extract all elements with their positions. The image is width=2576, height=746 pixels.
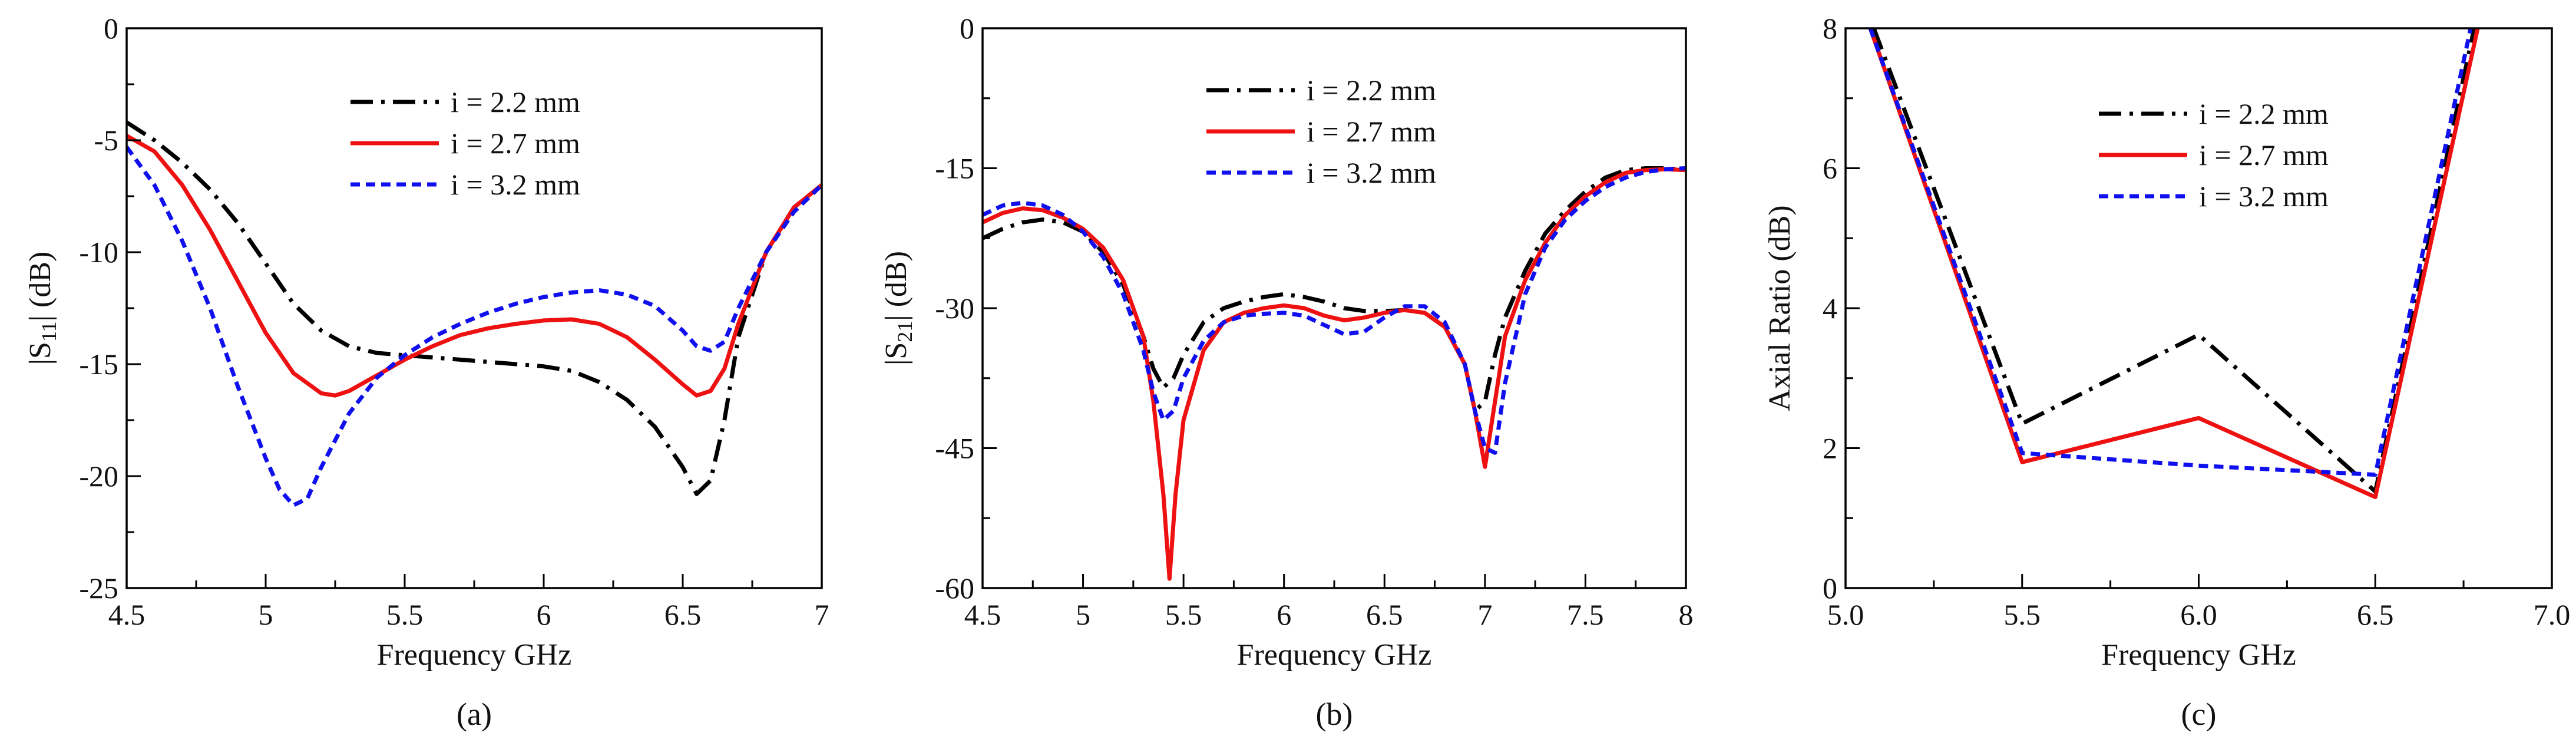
series-line-1 <box>1871 28 2476 494</box>
panel-caption: (b) <box>1316 697 1353 732</box>
y-tick-label: -5 <box>94 124 118 157</box>
y-axis-title: |S11| (dB) <box>24 252 61 365</box>
x-tick-label: 6.0 <box>2180 598 2217 631</box>
series-line-3 <box>983 166 1686 455</box>
y-tick-label: 0 <box>104 12 118 45</box>
y-tick-label: -30 <box>935 292 974 325</box>
y-tick-label: -45 <box>935 432 974 465</box>
legend-label-2: i = 2.7 mm <box>1307 115 1436 148</box>
panel-c: 5.0 5.5 6.0 6.5 7.0 0 2 4 6 8 Frequency GHz Axial R… <box>1763 12 2570 732</box>
x-tick-label: 8 <box>1679 598 1694 631</box>
x-tick-label: 6 <box>1277 598 1291 631</box>
y-tick-label: 2 <box>1823 432 1837 465</box>
y-axis-title-tail: | (dB) <box>879 251 913 321</box>
y-tick-label: 4 <box>1823 292 1837 325</box>
y-tick-label: -15 <box>935 152 974 185</box>
x-tick-label: 5.5 <box>2004 598 2041 631</box>
y-axis-title-subscript: 21 <box>893 321 917 342</box>
legend-label-3: i = 3.2 mm <box>2199 180 2329 213</box>
legend: i = 2.2 mm i = 2.7 mm i = 3.2 mm <box>350 85 580 201</box>
y-tick-label: 6 <box>1823 152 1837 185</box>
y-axis-title: Axial Ratio (dB) <box>1763 205 1797 411</box>
legend-label-2: i = 2.7 mm <box>2199 138 2329 171</box>
x-tick-label: 5.5 <box>1165 598 1202 631</box>
y-tick-label: -15 <box>79 348 118 381</box>
legend-label-1: i = 2.2 mm <box>451 85 580 118</box>
panel-caption: (a) <box>457 697 492 732</box>
x-tick-label: 4.5 <box>964 598 1001 631</box>
x-tick-label: 7.5 <box>1567 598 1604 631</box>
series-line-1 <box>983 166 1686 413</box>
legend: i = 2.2 mm i = 2.7 mm i = 3.2 mm <box>2099 97 2329 213</box>
x-axis-title: Frequency GHz <box>2101 638 2296 672</box>
y-axis-title-base: |S <box>24 342 57 365</box>
x-tick-label: 4.5 <box>108 598 146 631</box>
legend-label-1: i = 2.2 mm <box>1307 74 1436 107</box>
x-tick-label: 5.0 <box>1827 598 1864 631</box>
panel-a: 4.5 5 5.5 6 6.5 7 -25 -20 -15 -10 -5 0 Frequency GHz… <box>24 12 829 732</box>
y-axis-title-tail: | (dB) <box>24 252 57 322</box>
y-tick-label: 8 <box>1823 12 1837 45</box>
x-tick-label: 5 <box>259 598 273 631</box>
series-line-2 <box>127 134 822 398</box>
plot-frame <box>981 27 1687 589</box>
legend: i = 2.2 mm i = 2.7 mm i = 3.2 mm <box>1206 74 1436 189</box>
series-line-2 <box>1868 28 2480 500</box>
legend-label-1: i = 2.2 mm <box>2199 97 2329 130</box>
x-tick-label: 6.5 <box>664 598 702 631</box>
series-line-3 <box>127 146 822 507</box>
x-tick-label: 7 <box>815 598 829 631</box>
y-axis-title-base: |S <box>879 342 913 365</box>
panel-b: 4.5 5 5.5 6 6.5 7 7.5 8 -60 -45 -30 -15 0 Frequency G… <box>879 12 1694 732</box>
panel-caption: (c) <box>2181 697 2217 732</box>
series-line-3 <box>1868 28 2473 477</box>
x-tick-label: 7 <box>1477 598 1492 631</box>
legend-label-2: i = 2.7 mm <box>451 127 580 160</box>
y-tick-label: 0 <box>1823 572 1837 605</box>
series-group <box>1868 28 2480 500</box>
legend-label-3: i = 3.2 mm <box>1307 156 1436 189</box>
y-tick-label: -20 <box>79 460 118 493</box>
series-group <box>127 120 822 507</box>
x-tick-label: 6.5 <box>2357 598 2394 631</box>
y-tick-label: -10 <box>79 236 118 269</box>
legend-label-3: i = 3.2 mm <box>451 168 580 201</box>
x-tick-label: 7.0 <box>2534 598 2571 631</box>
x-tick-label: 5.5 <box>386 598 424 631</box>
y-axis-title-subscript: 11 <box>37 321 61 342</box>
x-tick-label: 6.5 <box>1366 598 1403 631</box>
series-line-1 <box>127 120 822 496</box>
x-tick-label: 5 <box>1076 598 1090 631</box>
x-axis-title: Frequency GHz <box>377 638 572 672</box>
series-line-2 <box>983 167 1686 581</box>
y-tick-label: -60 <box>935 572 974 605</box>
y-tick-label: 0 <box>960 12 974 45</box>
x-axis-title: Frequency GHz <box>1237 638 1432 672</box>
y-tick-label: -25 <box>79 572 118 605</box>
x-tick-label: 6 <box>537 598 551 631</box>
y-axis-title: |S21| (dB) <box>879 251 917 365</box>
series-group <box>983 166 1686 581</box>
